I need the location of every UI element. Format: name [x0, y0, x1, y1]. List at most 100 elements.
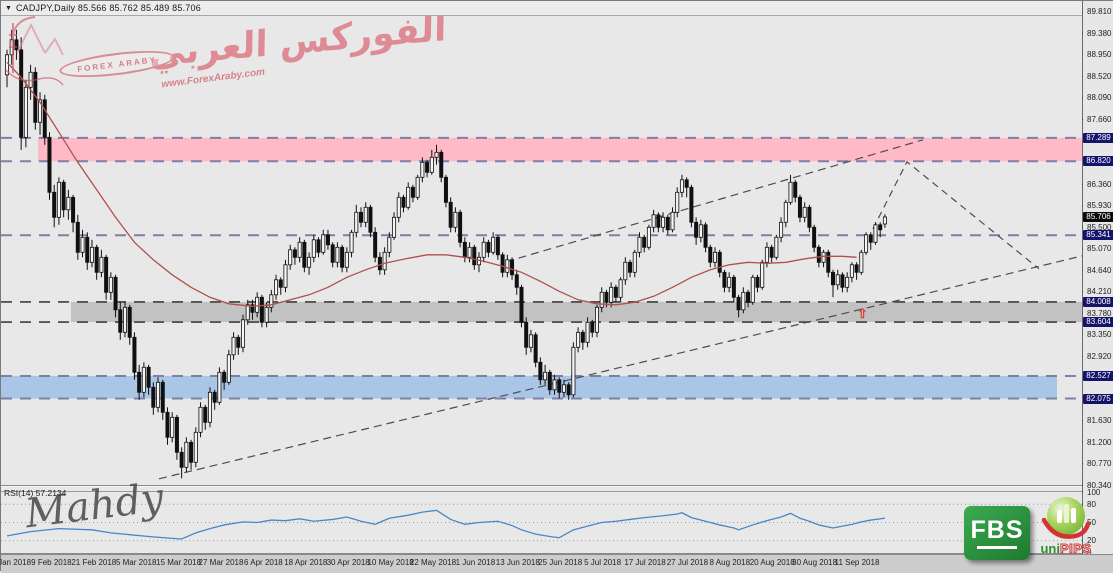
- bull-candle: [873, 224, 878, 243]
- bear-candle: [708, 246, 713, 263]
- bull-candle: [864, 234, 869, 253]
- price-tick-label: 88.090: [1087, 93, 1112, 103]
- bear-candle: [755, 276, 760, 288]
- level-price-badge: 82.075: [1083, 393, 1113, 404]
- bull-candle: [297, 241, 302, 258]
- bull-candle: [713, 251, 718, 263]
- up-arrow-marker-icon[interactable]: ⇧: [857, 306, 868, 322]
- bull-candle: [618, 279, 623, 298]
- bear-candle: [826, 251, 831, 273]
- date-tick-label: 15 Mar 2018: [156, 558, 202, 567]
- bear-candle: [325, 234, 330, 246]
- bear-candle: [854, 264, 859, 273]
- price-tick-label: 81.200: [1087, 437, 1112, 447]
- bear-candle: [443, 176, 448, 203]
- bear-candle: [807, 206, 812, 228]
- bear-candle: [179, 451, 184, 468]
- bull-candle: [406, 186, 411, 208]
- price-tick-label: 82.920: [1087, 351, 1112, 361]
- bull-candle: [595, 306, 600, 333]
- date-tick-label: 25 Jun 2018: [538, 558, 583, 567]
- bull-candle: [396, 196, 401, 218]
- price-tick-label: 84.210: [1087, 287, 1112, 297]
- bear-candle: [746, 291, 751, 303]
- price-tick-label: 88.520: [1087, 71, 1112, 81]
- price-tick-label: 87.660: [1087, 114, 1112, 124]
- bear-candle: [151, 386, 156, 408]
- price-tick-label: 80.770: [1087, 459, 1112, 469]
- bear-candle: [212, 391, 217, 403]
- bull-candle: [609, 286, 614, 303]
- bear-candle: [160, 381, 165, 413]
- bear-candle: [557, 379, 562, 393]
- date-tick-label: 30 Apr 2018: [326, 558, 370, 567]
- level-price-badge: 84.008: [1083, 296, 1113, 307]
- upper-wedge-trendline: [505, 139, 924, 263]
- price-tick-label: 88.950: [1087, 50, 1112, 60]
- bear-candle: [19, 49, 24, 138]
- bull-candle: [240, 319, 245, 348]
- symbol-ohlc-title: CADJPY,Daily 85.566 85.762 85.489 85.706: [15, 3, 201, 13]
- bull-candle: [311, 239, 316, 258]
- bull-candle: [429, 156, 434, 173]
- bull-candle: [123, 306, 128, 333]
- bear-candle: [316, 239, 321, 253]
- bear-candle: [628, 261, 633, 273]
- bull-candle: [80, 236, 85, 253]
- bear-candle: [547, 371, 552, 391]
- bull-candle: [788, 181, 793, 203]
- bull-candle: [335, 246, 340, 263]
- bull-candle: [467, 246, 472, 258]
- price-axis[interactable]: 89.810 89.380 88.950 88.520 88.090 87.660 86.3…: [1083, 1, 1113, 558]
- bear-candle: [495, 236, 500, 256]
- date-tick-label: 18 Apr 2018: [284, 558, 328, 567]
- bull-candle: [741, 291, 746, 311]
- bull-candle: [255, 296, 260, 313]
- level-price-badge: 82.527: [1083, 370, 1113, 381]
- date-tick-label: 11 Sep 2018: [834, 558, 880, 567]
- bear-candle: [717, 251, 722, 273]
- bull-candle: [66, 196, 71, 211]
- date-tick-label: 30 Jan 2018: [0, 558, 32, 567]
- bear-candle: [118, 309, 123, 333]
- bear-candle: [71, 196, 76, 223]
- bear-candle: [330, 244, 335, 263]
- bear-candle: [519, 286, 524, 323]
- bull-candle: [491, 236, 496, 253]
- bear-candle: [292, 249, 297, 258]
- bear-candle: [85, 236, 90, 263]
- bear-candle: [613, 286, 618, 298]
- current-price-badge: 85.706: [1083, 212, 1113, 222]
- bull-candle: [849, 264, 854, 278]
- price-tick-label: 85.930: [1087, 201, 1112, 211]
- bear-candle: [514, 274, 519, 288]
- bear-candle: [590, 321, 595, 333]
- chart-title-bar: ▼ CADJPY,Daily 85.566 85.762 85.489 85.7…: [1, 1, 1082, 16]
- bear-candle: [524, 321, 529, 348]
- bear-candle: [831, 271, 836, 286]
- bear-candle: [642, 236, 647, 248]
- bull-candle: [675, 191, 680, 213]
- bull-candle: [269, 294, 274, 308]
- bear-candle: [410, 186, 415, 198]
- bear-candle: [689, 186, 694, 223]
- rsi-indicator-label: RSI(14) 57.2134: [4, 488, 67, 498]
- bull-candle: [661, 216, 666, 228]
- bear-candle: [132, 336, 137, 373]
- bear-candle: [113, 276, 118, 311]
- unipips-pips-text: PIPS: [1059, 541, 1092, 556]
- fbs-logo: FBS: [964, 506, 1030, 560]
- bear-candle: [538, 361, 543, 381]
- bull-candle: [835, 274, 840, 286]
- price-tick-label: 89.380: [1087, 28, 1112, 38]
- bear-candle: [580, 331, 585, 343]
- bear-candle: [104, 256, 109, 293]
- level-price-badge: 87.289: [1083, 132, 1113, 143]
- date-tick-label: 30 Aug 2018: [792, 558, 838, 567]
- bear-candle: [656, 214, 661, 228]
- collapse-icon[interactable]: ▼: [5, 4, 12, 12]
- bear-candle: [14, 39, 19, 51]
- bear-candle: [165, 411, 170, 438]
